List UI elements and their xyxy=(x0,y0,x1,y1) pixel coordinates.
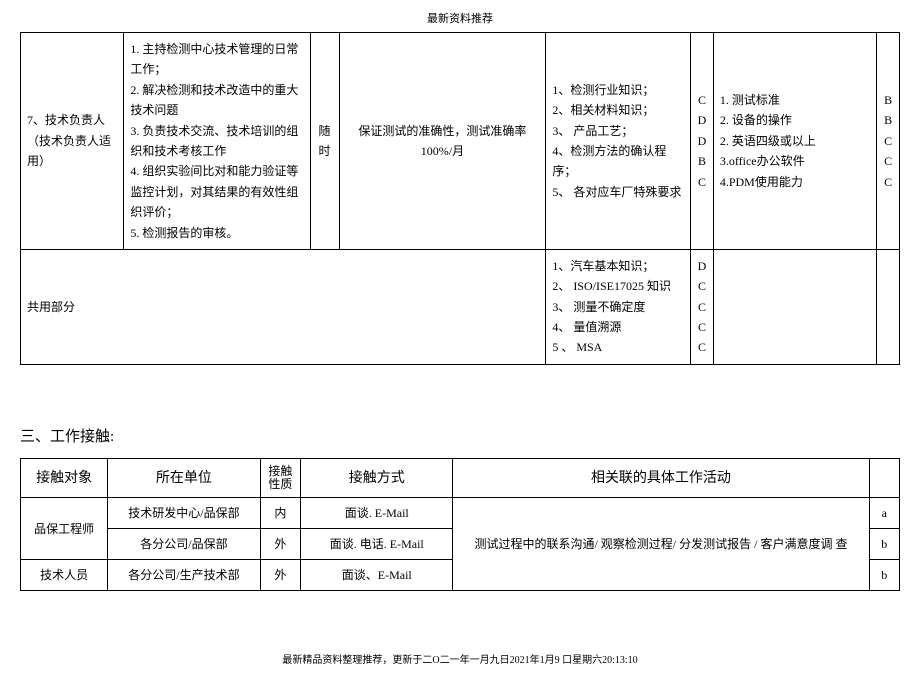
grade-letter: C xyxy=(697,297,707,317)
list-item: 2. 解决检测和技术改造中的重大技术问题 xyxy=(130,80,303,121)
cell-unit: 技术研发中心/品保部 xyxy=(108,498,260,529)
grade-letter: C xyxy=(697,172,707,192)
page-header: 最新资料推荐 xyxy=(20,10,900,26)
col-header: 接触性质 xyxy=(260,458,301,497)
list-item: 1、检测行业知识； xyxy=(552,80,684,100)
cell-grade2 xyxy=(877,249,900,364)
skills-list: 1. 测试标准 2. 设备的操作 2. 英语四级或以上 3.office办公软件… xyxy=(720,90,870,192)
list-item: 3.office办公软件 xyxy=(720,151,870,171)
grade-letter: C xyxy=(883,131,893,151)
cell-grade: C D D B C xyxy=(691,33,714,250)
cell-unit: 各分公司/品保部 xyxy=(108,529,260,560)
grade-letter: C xyxy=(883,151,893,171)
list-item: 2. 设备的操作 xyxy=(720,110,870,130)
cell-knowledge: 1、汽车基本知识； 2、 ISO/ISE17025 知识 3、 测量不确定度 4… xyxy=(546,249,691,364)
list-item: 4.PDM使用能力 xyxy=(720,172,870,192)
table-row: 品保工程师 技术研发中心/品保部 内 面谈. E-Mail 测试过程中的联系沟通… xyxy=(21,498,900,529)
section-title: 三、工作接触: xyxy=(20,425,900,446)
grade-letter: B xyxy=(883,90,893,110)
cell-method: 面谈、E-Mail xyxy=(301,560,453,591)
grade-letter: C xyxy=(697,90,707,110)
grade-letter: C xyxy=(697,276,707,296)
cell-code: b xyxy=(869,560,899,591)
cell-grade: D C C C C xyxy=(691,249,714,364)
list-item: 2、相关材料知识； xyxy=(552,100,684,120)
grade-letter: D xyxy=(697,256,707,276)
cell-method: 面谈. E-Mail xyxy=(301,498,453,529)
cell-nature: 内 xyxy=(260,498,301,529)
cell-contact: 品保工程师 xyxy=(21,498,108,560)
page-footer: 最新精品资料整理推荐，更新于二O二一年一月九日2021年1月9 口星期六20:1… xyxy=(20,651,900,666)
col-header: 接触方式 xyxy=(301,458,453,497)
list-item: 4. 组织实验间比对和能力验证等监控计划，对其结果的有效性组织评价； xyxy=(130,161,303,222)
list-item: 1、汽车基本知识； xyxy=(552,256,684,276)
list-item: 2. 英语四级或以上 xyxy=(720,131,870,151)
list-item: 5 、 MSA xyxy=(552,337,684,357)
cell-method: 面谈. 电话. E-Mail xyxy=(301,529,453,560)
cell-grade2: B B C C C xyxy=(877,33,900,250)
list-item: 5. 检测报告的审核。 xyxy=(130,223,303,243)
list-item: 5、 各对应车厂特殊要求 xyxy=(552,182,684,202)
freq-text: 随时 xyxy=(317,121,333,162)
list-item: 4、 量值溯源 xyxy=(552,317,684,337)
cell-skills: 1. 测试标准 2. 设备的操作 2. 英语四级或以上 3.office办公软件… xyxy=(713,33,876,250)
cell-code: a xyxy=(869,498,899,529)
grade-letter: C xyxy=(697,317,707,337)
cell-freq: 随时 xyxy=(310,33,339,250)
grade-letter: B xyxy=(697,151,707,171)
list-item: 4、检测方法的确认程序； xyxy=(552,141,684,182)
col-header: 所在单位 xyxy=(108,458,260,497)
knowledge-list: 1、检测行业知识； 2、相关材料知识； 3、 产品工艺； 4、检测方法的确认程序… xyxy=(552,80,684,202)
table-row: 7、技术负责人（技术负责人适用） 1. 主持检测中心技术管理的日常工作； 2. … xyxy=(21,33,900,250)
cell-knowledge: 1、检测行业知识； 2、相关材料知识； 3、 产品工艺； 4、检测方法的确认程序… xyxy=(546,33,691,250)
col-header: 相关联的具体工作活动 xyxy=(453,458,869,497)
knowledge-list: 1、汽车基本知识； 2、 ISO/ISE17025 知识 3、 测量不确定度 4… xyxy=(552,256,684,358)
grade-letter: C xyxy=(883,172,893,192)
duties-list: 1. 主持检测中心技术管理的日常工作； 2. 解决检测和技术改造中的重大技术问题… xyxy=(130,39,303,243)
grade-letter: B xyxy=(883,110,893,130)
list-item: 1. 主持检测中心技术管理的日常工作； xyxy=(130,39,303,80)
table-header-row: 接触对象 所在单位 接触性质 接触方式 相关联的具体工作活动 xyxy=(21,458,900,497)
contact-table: 接触对象 所在单位 接触性质 接触方式 相关联的具体工作活动 品保工程师 技术研… xyxy=(20,458,900,591)
list-item: 3、 产品工艺； xyxy=(552,121,684,141)
grade-letter: D xyxy=(697,110,707,130)
cell-role: 7、技术负责人（技术负责人适用） xyxy=(21,33,124,250)
grade-letter: C xyxy=(697,337,707,357)
cell-code: b xyxy=(869,529,899,560)
cell-skills xyxy=(713,249,876,364)
cell-target: 保证测试的准确性，测试准确率100%/月 xyxy=(339,33,546,250)
list-item: 3、 测量不确定度 xyxy=(552,297,684,317)
cell-duties: 1. 主持检测中心技术管理的日常工作； 2. 解决检测和技术改造中的重大技术问题… xyxy=(124,33,310,250)
cell-contact: 技术人员 xyxy=(21,560,108,591)
cell-unit: 各分公司/生产技术部 xyxy=(108,560,260,591)
main-table: 7、技术负责人（技术负责人适用） 1. 主持检测中心技术管理的日常工作； 2. … xyxy=(20,32,900,365)
grade-letter: D xyxy=(697,131,707,151)
table-row: 共用部分 1、汽车基本知识； 2、 ISO/ISE17025 知识 3、 测量不… xyxy=(21,249,900,364)
col-header: 接触对象 xyxy=(21,458,108,497)
list-item: 3. 负责技术交流、技术培训的组织和技术考核工作 xyxy=(130,121,303,162)
list-item: 1. 测试标准 xyxy=(720,90,870,110)
list-item: 2、 ISO/ISE17025 知识 xyxy=(552,276,684,296)
cell-nature: 外 xyxy=(260,560,301,591)
cell-shared: 共用部分 xyxy=(21,249,546,364)
cell-nature: 外 xyxy=(260,529,301,560)
cell-activity: 测试过程中的联系沟通/ 观察检测过程/ 分发测试报告 / 客户满意度调 查 xyxy=(453,498,869,591)
col-header xyxy=(869,458,899,497)
